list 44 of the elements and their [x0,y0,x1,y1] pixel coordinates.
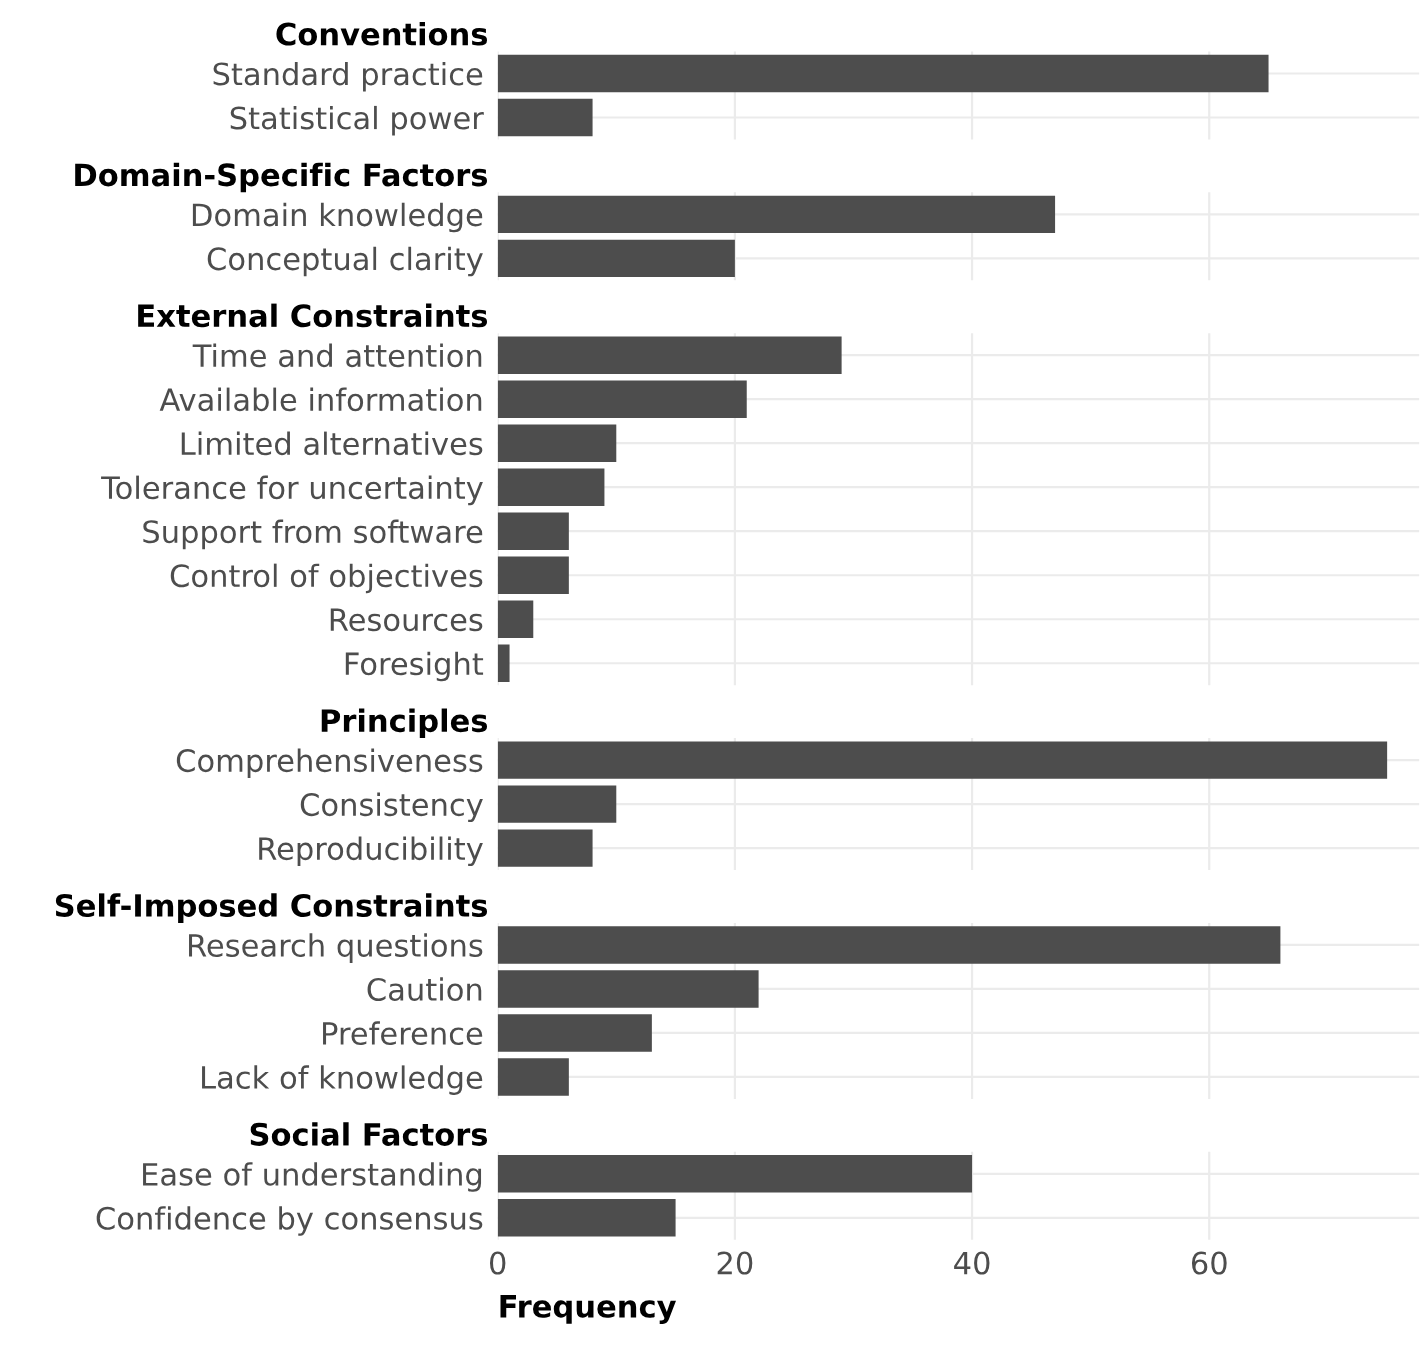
x-axis-title: Frequency [500,1295,676,1324]
bar [497,926,1281,964]
x-tick-label: 0 [489,1251,506,1275]
chart-title: Domain-Specific Factors [75,162,488,193]
bar [497,1058,569,1096]
y-tick-label: Time and attention [192,343,482,368]
y-tick-label: Comprehensiveness [176,748,483,779]
bar [497,512,569,550]
y-tick-label: Domain knowledge [192,202,483,233]
y-tick-label: Available information [159,387,482,412]
bar [497,380,747,418]
chart-title: Principles [321,708,488,739]
y-tick-label: Lack of knowledge [202,1065,483,1095]
y-tick-label: Tolerance for uncertainty [101,475,483,506]
bar [497,424,617,462]
chart-title: Conventions [276,21,488,46]
y-tick-label: Statistical power [230,105,484,136]
y-tick-label: Ease of understanding [143,1162,482,1192]
bar [497,644,510,682]
y-tick-label: Resources [330,608,483,632]
chart-title: Self-Imposed Constraints [55,893,488,923]
bar [497,600,534,638]
y-tick-label: Conceptual clarity [207,246,483,277]
bar [497,970,759,1008]
bar [497,556,569,594]
y-tick-label: Research questions [189,933,483,963]
chart-title: External Constraints [138,303,488,328]
x-tick-label: 20 [717,1251,753,1275]
y-tick-label: Confidence by consensus [96,1206,483,1236]
chart-title: Social Factors [250,1122,488,1146]
bar [497,336,842,374]
y-tick-label: Caution [367,977,482,1001]
y-tick-label: Control of objectives [170,563,483,594]
bar [497,468,605,506]
x-tick-label: 60 [1191,1251,1227,1275]
y-tick-label: Support from software [143,519,483,550]
y-tick-label: Limited alternatives [181,431,483,456]
bar [497,1014,652,1052]
y-tick-label: Reproducibility [259,836,483,867]
y-tick-label: Standard practice [213,61,483,92]
y-tick-label: Foresight [345,651,484,682]
x-tick-label: 40 [954,1251,990,1275]
y-tick-label: Consistency [300,792,483,823]
y-tick-label: Preference [323,1021,483,1046]
